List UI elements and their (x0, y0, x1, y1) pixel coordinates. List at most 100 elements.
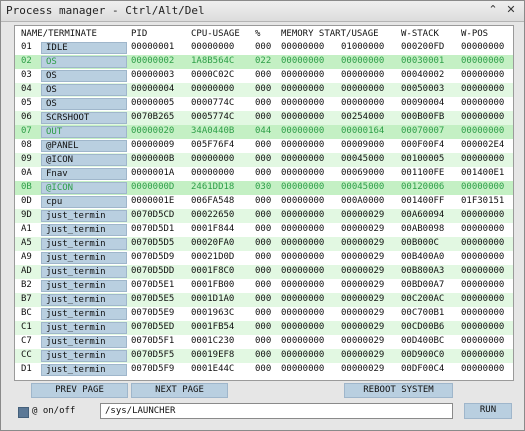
table-row: 03 OS 00000003 0000C02C 000 00000000 00000000 0… (15, 69, 513, 83)
w-stack-cell: 00C700B1 (401, 308, 445, 318)
slot-number: 0A (21, 168, 32, 178)
terminate-process-button[interactable]: just_termin (41, 238, 127, 250)
terminate-process-button[interactable]: @ICON (41, 182, 127, 194)
title-bar[interactable]: Process manager - Ctrl/Alt/Del ⌃ ✕ (1, 1, 524, 22)
percent-cell: 000 (255, 98, 272, 108)
slot-number: C1 (21, 322, 32, 332)
cpu-usage-cell: 00021D0D (191, 252, 235, 262)
slot-number: 9D (21, 210, 32, 220)
table-row: A9 just_termin 0070D5D9 00021D0D 000 00000000… (15, 251, 513, 265)
memory-start-cell: 00000000 (281, 308, 325, 318)
memory-start-cell: 00000000 (281, 140, 325, 150)
terminate-process-button[interactable]: OS (41, 84, 127, 96)
w-stack-cell: 001400FF (401, 196, 445, 206)
w-stack-cell: 00090004 (401, 98, 445, 108)
memory-start-cell: 00000000 (281, 42, 325, 52)
w-stack-cell: 000F00F4 (401, 140, 445, 150)
pid-cell: 00000020 (131, 126, 175, 136)
memory-usage-cell: 00045000 (341, 154, 385, 164)
terminate-process-button[interactable]: @PANEL (41, 140, 127, 152)
slot-number: D1 (21, 364, 32, 374)
terminate-process-button[interactable]: just_termin (41, 294, 127, 306)
terminate-process-button[interactable]: just_termin (41, 336, 127, 348)
w-pos-cell: 000002E4 (461, 140, 505, 150)
memory-usage-cell: 00000029 (341, 322, 385, 332)
terminate-process-button[interactable]: just_termin (41, 280, 127, 292)
cpu-usage-cell: 00000000 (191, 168, 235, 178)
memory-start-cell: 00000000 (281, 98, 325, 108)
terminate-process-button[interactable]: OS (41, 56, 127, 68)
on-off-checkbox[interactable] (18, 407, 29, 418)
terminate-process-button[interactable]: just_termin (41, 266, 127, 278)
terminate-process-button[interactable]: just_termin (41, 322, 127, 334)
cpu-usage-cell: 006FA548 (191, 196, 235, 206)
memory-start-cell: 00000000 (281, 252, 325, 262)
terminate-process-button[interactable]: OS (41, 98, 127, 110)
w-pos-cell: 00000000 (461, 126, 505, 136)
table-row: 09 @ICON 0000000B 00000000 000 00000000 000450… (15, 153, 513, 167)
slot-number: C7 (21, 336, 32, 346)
terminate-process-button[interactable]: just_termin (41, 252, 127, 264)
w-pos-cell: 00000000 (461, 182, 505, 192)
terminate-process-button[interactable]: just_termin (41, 224, 127, 236)
slot-number: 05 (21, 98, 32, 108)
terminate-process-button[interactable]: OUT (41, 126, 127, 138)
w-pos-cell: 00000000 (461, 308, 505, 318)
close-icon[interactable]: ✕ (506, 3, 516, 16)
reboot-system-button[interactable]: REBOOT SYSTEM (344, 383, 453, 398)
terminate-process-button[interactable]: IDLE (41, 42, 127, 54)
slot-number: AD (21, 266, 32, 276)
pid-cell: 0070D5F9 (131, 364, 175, 374)
memory-start-cell: 00000000 (281, 364, 325, 374)
memory-start-cell: 00000000 (281, 70, 325, 80)
column-header-pid: PID (131, 29, 148, 39)
pid-cell: 00000001 (131, 42, 175, 52)
terminate-process-button[interactable]: just_termin (41, 308, 127, 320)
command-input[interactable]: /sys/LAUNCHER (100, 403, 453, 419)
pid-cell: 0070D5E5 (131, 294, 175, 304)
w-pos-cell: 00000000 (461, 154, 505, 164)
run-button[interactable]: RUN (464, 403, 512, 419)
pid-cell: 0070D5ED (131, 322, 175, 332)
memory-usage-cell: 00000164 (341, 126, 385, 136)
cpu-usage-cell: 0001963C (191, 308, 235, 318)
on-off-label: @ on/off (32, 406, 76, 416)
cpu-usage-cell: 00000000 (191, 42, 235, 52)
cpu-usage-cell: 0001F844 (191, 224, 235, 234)
w-pos-cell: 00000000 (461, 266, 505, 276)
cpu-usage-cell: 0000C02C (191, 70, 235, 80)
percent-cell: 000 (255, 238, 272, 248)
slot-number: 0B (21, 182, 32, 192)
terminate-process-button[interactable]: OS (41, 70, 127, 82)
prev-page-button[interactable]: PREV PAGE (31, 383, 128, 398)
terminate-process-button[interactable]: just_termin (41, 210, 127, 222)
percent-cell: 000 (255, 364, 272, 374)
terminate-process-button[interactable]: Fnav (41, 168, 127, 180)
collapse-icon[interactable]: ⌃ (488, 3, 498, 16)
memory-usage-cell: 00000029 (341, 210, 385, 220)
terminate-process-button[interactable]: @ICON (41, 154, 127, 166)
terminate-process-button[interactable]: SCRSHOOT (41, 112, 127, 124)
memory-usage-cell: 00000029 (341, 350, 385, 360)
w-pos-cell: 00000000 (461, 238, 505, 248)
window-title: Process manager - Ctrl/Alt/Del (6, 4, 205, 17)
cpu-usage-cell: 00000000 (191, 84, 235, 94)
memory-usage-cell: 000A0000 (341, 196, 385, 206)
w-pos-cell: 00000000 (461, 224, 505, 234)
terminate-process-button[interactable]: cpu (41, 196, 127, 208)
memory-start-cell: 00000000 (281, 210, 325, 220)
percent-cell: 044 (255, 126, 272, 136)
pid-cell: 0070D5E9 (131, 308, 175, 318)
pid-cell: 0070D5D5 (131, 238, 175, 248)
slot-number: B2 (21, 280, 32, 290)
next-page-button[interactable]: NEXT PAGE (131, 383, 228, 398)
pid-cell: 00000003 (131, 70, 175, 80)
pid-cell: 0000001A (131, 168, 175, 178)
column-header-cpu-usage: CPU-USAGE (191, 29, 240, 39)
memory-start-cell: 00000000 (281, 266, 325, 276)
terminate-process-button[interactable]: just_termin (41, 350, 127, 362)
pid-cell: 0070D5CD (131, 210, 175, 220)
table-row: 02 OS 00000002 1A8B564C 022 00000000 00000000 0… (15, 55, 513, 69)
terminate-process-button[interactable]: just_termin (41, 364, 127, 376)
